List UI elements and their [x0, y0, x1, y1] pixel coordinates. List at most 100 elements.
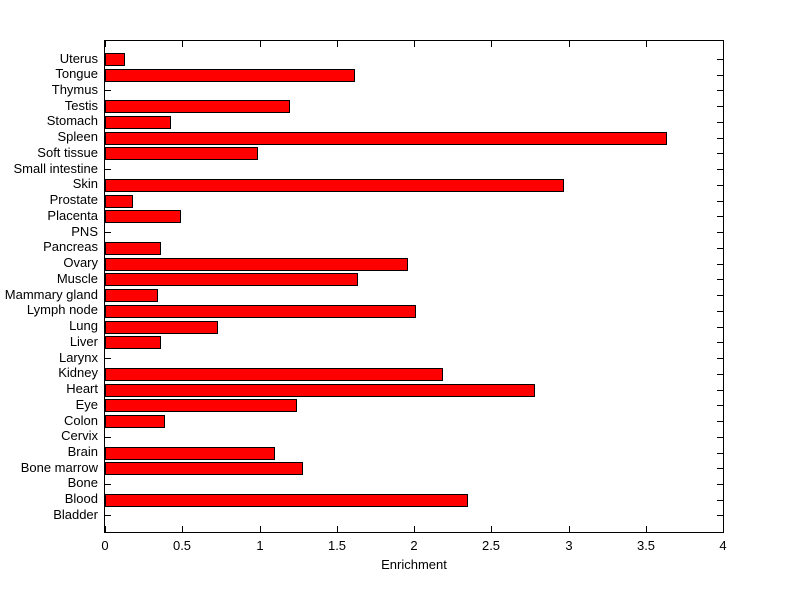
y-tick-label-pancreas: Pancreas	[43, 239, 98, 255]
y-tick-right	[717, 216, 723, 218]
y-tick-right	[717, 373, 723, 375]
y-tick-label-muscle: Muscle	[56, 270, 98, 286]
plot-area	[104, 40, 724, 533]
y-tick-right	[717, 200, 723, 202]
x-tick-bottom	[105, 526, 106, 532]
y-tick-label-kidney: Kidney	[58, 365, 98, 381]
x-tick-label-3: 3	[565, 538, 573, 553]
x-tick-top	[182, 41, 183, 47]
y-tick-right	[717, 90, 723, 92]
y-tick-left	[105, 232, 111, 234]
y-tick-label-colon: Colon	[64, 412, 98, 428]
y-tick-right	[717, 499, 723, 501]
bar-spleen	[105, 131, 668, 145]
y-tick-right	[717, 106, 723, 108]
y-tick-label-pns: PNS	[71, 223, 98, 239]
y-tick-left	[105, 436, 111, 438]
y-tick-left	[105, 483, 111, 485]
bar-colon	[105, 415, 166, 429]
y-tick-right	[717, 295, 723, 297]
y-tick-label-placenta: Placenta	[47, 207, 98, 223]
bar-eye	[105, 399, 297, 413]
x-tick-bottom	[491, 526, 492, 532]
y-tick-right	[717, 153, 723, 155]
x-axis-title: Enrichment	[381, 557, 447, 572]
x-tick-label-0: 0	[101, 538, 109, 553]
x-tick-top	[723, 41, 724, 47]
y-tick-label-ovary: Ovary	[63, 255, 98, 271]
x-tick-label-3-5: 3.5	[636, 538, 656, 553]
y-tick-label-lung: Lung	[69, 318, 98, 334]
y-tick-label-bone-marrow: Bone marrow	[20, 459, 98, 475]
y-tick-label-uterus: Uterus	[59, 50, 98, 66]
y-tick-label-bladder: Bladder	[53, 506, 98, 522]
y-tick-right	[717, 59, 723, 60]
bar-placenta	[105, 210, 181, 224]
y-tick-right	[717, 326, 723, 328]
bar-ovary	[105, 257, 408, 271]
y-tick-label-liver: Liver	[69, 333, 98, 349]
x-tick-top	[414, 41, 415, 47]
y-tick-right	[717, 263, 723, 265]
bar-skin	[105, 178, 564, 192]
y-tick-right	[717, 169, 723, 171]
y-tick-label-larynx: Larynx	[58, 349, 98, 365]
x-tick-bottom	[337, 526, 338, 532]
bar-muscle	[105, 273, 359, 287]
y-tick-right	[717, 468, 723, 470]
bar-heart	[105, 383, 535, 397]
bar-brain	[105, 446, 275, 460]
y-tick-label-cervix: Cervix	[61, 428, 98, 444]
bar-liver	[105, 336, 161, 350]
bar-lung	[105, 320, 218, 334]
y-tick-label-skin: Skin	[72, 176, 98, 192]
y-tick-right	[717, 436, 723, 438]
y-tick-left	[105, 358, 111, 360]
y-tick-label-tongue: Tongue	[55, 66, 98, 82]
bar-prostate	[105, 194, 133, 208]
x-tick-top	[105, 41, 106, 47]
y-tick-label-stomach: Stomach	[46, 113, 98, 129]
y-tick-label-mammary-gland: Mammary gland	[4, 286, 98, 302]
bar-blood	[105, 493, 469, 507]
bar-stomach	[105, 115, 172, 129]
x-tick-bottom	[569, 526, 570, 532]
bar-lymph-node	[105, 304, 416, 318]
y-tick-right	[717, 279, 723, 281]
y-tick-right	[717, 184, 723, 186]
bar-soft-tissue	[105, 147, 258, 161]
bar-tongue	[105, 68, 356, 82]
y-tick-right	[717, 421, 723, 423]
y-tick-right	[717, 74, 723, 76]
y-tick-label-thymus: Thymus	[51, 81, 98, 97]
x-tick-bottom	[182, 526, 183, 532]
y-tick-label-soft-tissue: Soft tissue	[37, 144, 98, 160]
bar-testis	[105, 100, 291, 114]
y-tick-right	[717, 247, 723, 249]
y-tick-right	[717, 121, 723, 123]
y-tick-right	[717, 515, 723, 517]
x-tick-label-1-5: 1.5	[327, 538, 347, 553]
bar-kidney	[105, 367, 444, 381]
x-tick-top	[491, 41, 492, 47]
y-tick-left	[105, 515, 111, 517]
y-tick-right	[717, 342, 723, 344]
y-tick-right	[717, 452, 723, 454]
y-tick-left	[105, 169, 111, 171]
x-tick-bottom	[260, 526, 261, 532]
x-tick-bottom	[414, 526, 415, 532]
x-tick-bottom	[723, 526, 724, 532]
x-tick-bottom	[646, 526, 647, 532]
y-tick-label-bone: Bone	[67, 475, 98, 491]
y-tick-right	[717, 405, 723, 407]
y-tick-label-heart: Heart	[66, 381, 98, 397]
bar-pancreas	[105, 241, 161, 255]
y-tick-label-blood: Blood	[64, 491, 98, 507]
x-tick-top	[569, 41, 570, 47]
x-tick-label-0-5: 0.5	[172, 538, 192, 553]
y-tick-right	[717, 232, 723, 234]
y-tick-left	[105, 90, 111, 92]
y-tick-label-prostate: Prostate	[49, 192, 98, 208]
y-tick-label-lymph-node: Lymph node	[26, 302, 98, 318]
x-tick-label-1: 1	[256, 538, 264, 553]
